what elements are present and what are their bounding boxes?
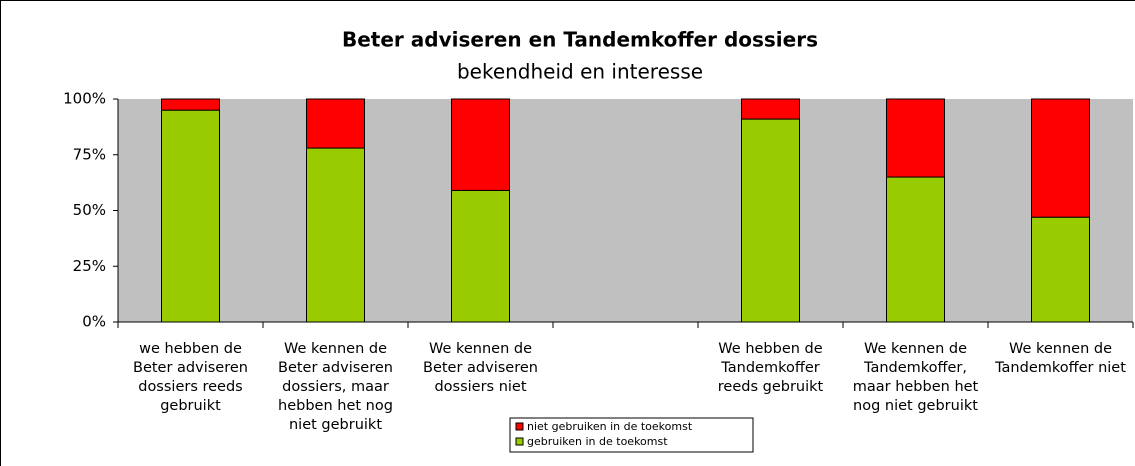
bar-segment bbox=[886, 98, 945, 178]
label-line: dossiers reeds bbox=[138, 379, 243, 395]
label-line: We kennen de bbox=[1009, 341, 1112, 357]
legend-swatch bbox=[515, 422, 524, 431]
chart-title: Beter adviseren en Tandemkoffer dossiers bbox=[342, 28, 818, 52]
y-tick-label: 25% bbox=[73, 257, 106, 275]
x-tick-label: We kennen de Tandemkoffer, maar hebben het… bbox=[853, 341, 979, 414]
bar-segment bbox=[161, 98, 220, 111]
y-tick-label: 0% bbox=[82, 313, 106, 331]
label-line: Tandemkoffer, bbox=[863, 360, 967, 376]
label-line: nog niet gebruikt bbox=[853, 398, 978, 414]
y-tick-label: 50% bbox=[73, 201, 106, 219]
bar-segment bbox=[451, 189, 510, 323]
bar-segment bbox=[1031, 216, 1090, 323]
bar-segment bbox=[741, 118, 800, 323]
x-tick-label: We kennen de Beter adviseren dossiers, maa… bbox=[278, 341, 393, 433]
bar-segment bbox=[741, 98, 800, 120]
label-line: maar hebben het bbox=[853, 379, 979, 395]
label-line: reeds gebruikt bbox=[718, 379, 824, 395]
label-line: dossiers niet bbox=[434, 379, 526, 395]
label-line: Beter adviseren bbox=[133, 360, 248, 376]
bar-segment bbox=[161, 109, 220, 323]
bar-segment bbox=[306, 98, 365, 149]
bar-segment bbox=[886, 176, 945, 323]
plot-area bbox=[118, 99, 1133, 322]
y-tick-label: 75% bbox=[73, 145, 106, 163]
label-line: Tandemkoffer bbox=[720, 360, 819, 376]
legend-box bbox=[509, 417, 754, 453]
label-line: gebruikt bbox=[160, 398, 221, 414]
x-tick-label: We kennen de Beter adviseren dossiers niet bbox=[423, 341, 538, 395]
label-line: We hebben de bbox=[718, 341, 822, 357]
x-tick-label: we hebben de Beter adviseren dossiers reed… bbox=[133, 341, 248, 414]
label-line: We kennen de bbox=[864, 341, 967, 357]
label-line: Beter adviseren bbox=[423, 360, 538, 376]
bar-segment bbox=[451, 98, 510, 191]
legend-label: niet gebruiken in de toekomst bbox=[527, 420, 693, 433]
label-line: Tandemkoffer niet bbox=[994, 360, 1126, 376]
label-line: we hebben de bbox=[139, 341, 242, 357]
label-line: We kennen de bbox=[429, 341, 532, 357]
x-tick-label: We hebben de Tandemkoffer reeds gebruikt bbox=[718, 341, 824, 395]
label-line: hebben het nog bbox=[278, 398, 393, 414]
bar-segment bbox=[1031, 98, 1090, 218]
label-line: dossiers, maar bbox=[282, 379, 389, 395]
label-line: niet gebruikt bbox=[289, 417, 382, 433]
y-tick-label: 100% bbox=[63, 90, 106, 108]
x-tick-label: We kennen de Tandemkoffer niet bbox=[994, 341, 1126, 376]
label-line: Beter adviseren bbox=[278, 360, 393, 376]
legend-swatch bbox=[515, 437, 524, 446]
legend-label: gebruiken in de toekomst bbox=[527, 435, 668, 448]
label-line: We kennen de bbox=[284, 341, 387, 357]
bar-segment bbox=[306, 147, 365, 323]
chart-subtitle: bekendheid en interesse bbox=[457, 60, 703, 84]
